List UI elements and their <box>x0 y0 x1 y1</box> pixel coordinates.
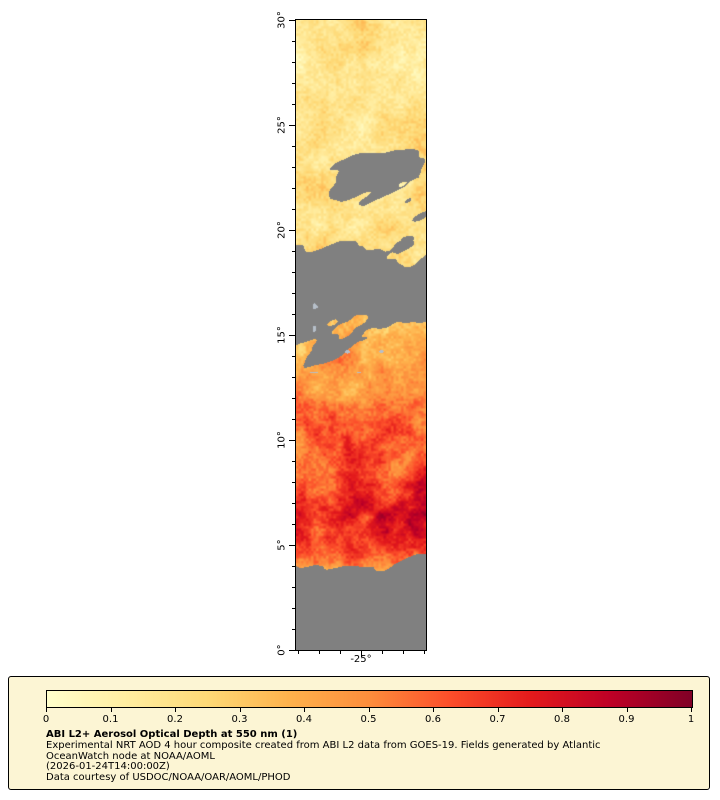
colorbar-ticks-layer: 0 0.1 0.2 0.3 0.4 0.5 0.6 0.7 0.8 0.9 1 <box>9 677 709 789</box>
colorbar-tick-label: 0.7 <box>489 714 506 725</box>
colorbar-tick <box>304 708 305 712</box>
colorbar-tick-label: 0.2 <box>167 714 183 725</box>
colorbar-tick-label: 0.3 <box>231 714 248 725</box>
legend-description-line-1: Experimental NRT AOD 4 hour composite cr… <box>46 739 601 751</box>
latitude-tick-label: 25° <box>276 116 288 134</box>
colorbar-tick-label: 0.1 <box>102 714 119 725</box>
colorbar-tick <box>626 708 628 712</box>
legend-title: ABI L2+ Aerosol Optical Depth at 550 nm … <box>46 729 298 740</box>
colorbar-tick-label: 1 <box>687 714 695 725</box>
longitude-tick-label: -25° <box>350 654 372 665</box>
latitude-tick-label: 5° <box>276 539 288 551</box>
colorbar-gradient <box>46 690 693 708</box>
colorbar-tick-label: 0.6 <box>425 714 441 725</box>
colorbar-tick <box>175 708 176 712</box>
colorbar-tick <box>110 708 112 712</box>
longitude-tick <box>423 651 425 654</box>
colorbar-tick-label: 0.4 <box>296 714 312 725</box>
legend-description-line-2: OceanWatch node at NOAA/AOML <box>46 750 215 762</box>
colorbar-tick <box>562 708 563 712</box>
legend-credit: Data courtesy of USDOC/NOAA/OAR/AOML/PHO… <box>46 772 291 784</box>
longitude-tick <box>318 651 320 654</box>
colorbar-tick <box>691 708 692 712</box>
colorbar-tick-label: 0.8 <box>554 714 570 725</box>
latitude-tick-label: 20° <box>276 221 288 239</box>
latitude-tick-label: 0° <box>276 644 288 656</box>
legend-timestamp: (2026-01-24T14:00:00Z) <box>46 761 170 773</box>
colorbar-tick-label: 0.9 <box>618 714 635 725</box>
colorbar-legend-panel: 0 0.1 0.2 0.3 0.4 0.5 0.6 0.7 0.8 0.9 1 ABI L2+ Ae… <box>8 676 710 790</box>
aod-heatmap-canvas <box>296 20 426 650</box>
colorbar-tick <box>433 708 434 712</box>
colorbar-tick <box>46 708 47 712</box>
colorbar-tick <box>368 708 370 712</box>
latitude-tick-label: 30° <box>276 11 288 29</box>
longitude-tick <box>402 651 404 654</box>
colorbar-tick-label: 0.5 <box>360 714 377 725</box>
longitude-tick <box>381 651 383 654</box>
colorbar-tick <box>239 708 241 712</box>
map-plot-frame <box>295 19 427 651</box>
colorbar-tick-label: 0 <box>42 714 50 725</box>
latitude-tick-label: 15° <box>276 326 288 344</box>
longitude-tick <box>339 651 341 654</box>
latitude-tick-label: 10° <box>276 431 288 449</box>
legend-text-block: ABI L2+ Aerosol Optical Depth at 550 nm … <box>46 729 601 784</box>
longitude-tick <box>297 651 299 654</box>
colorbar-tick <box>497 708 499 712</box>
